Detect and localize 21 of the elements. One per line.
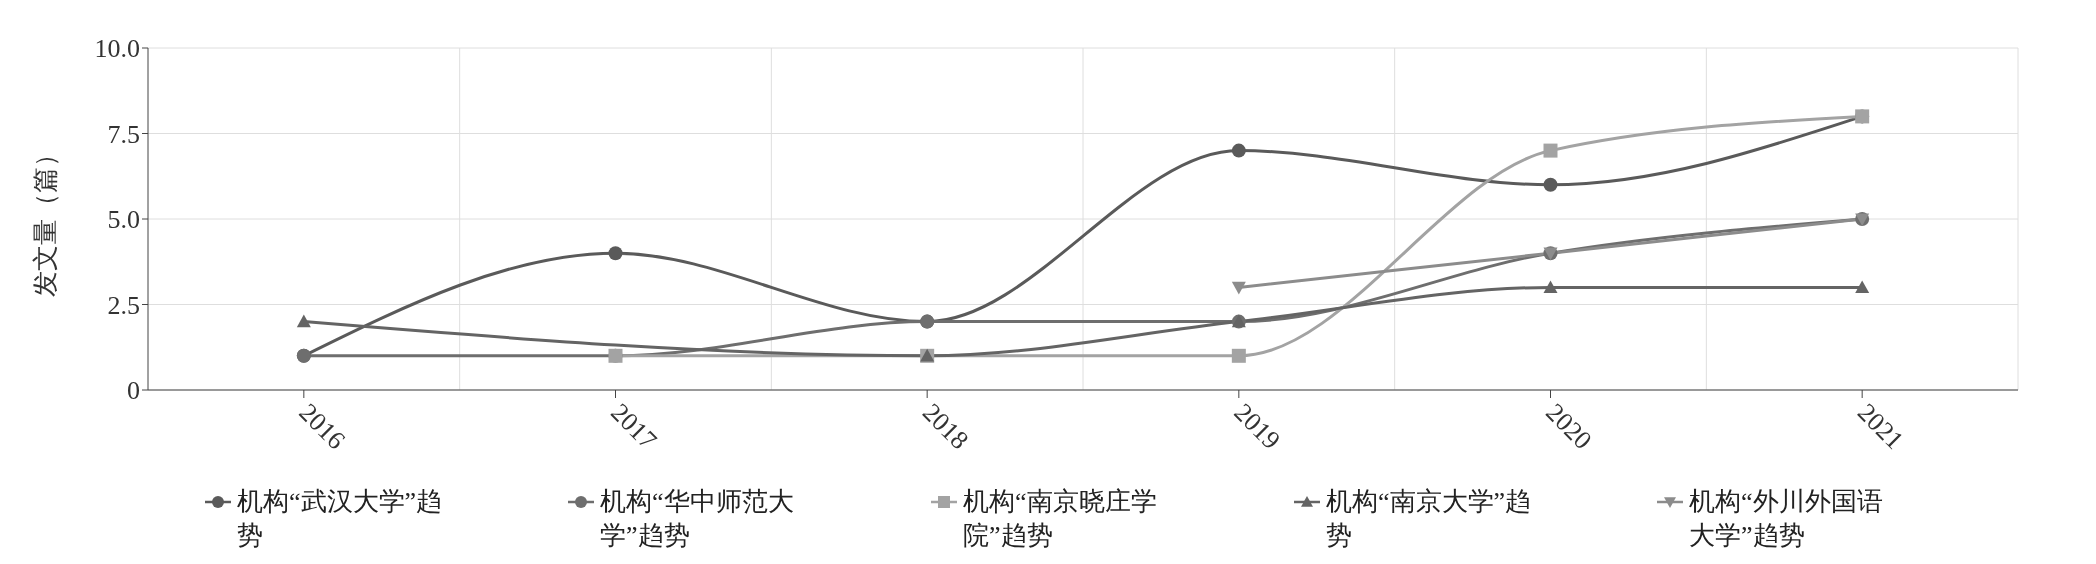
x-tick-label: 2017 [605, 397, 663, 456]
legend-label: 机构“南京大学”趋势 [1326, 486, 1533, 552]
y-tick-label: 7.5 [107, 119, 140, 149]
point [608, 246, 623, 261]
legend-label: 机构“外川外国语大学”趋势 [1689, 486, 1884, 552]
point [1543, 177, 1558, 192]
y-tick-label: 2.5 [107, 290, 140, 320]
point [1231, 348, 1246, 363]
point [1231, 281, 1246, 295]
legend-label: 机构“南京晓庄学院”趋势 [963, 486, 1158, 552]
point [1855, 280, 1870, 293]
y-axis-title: 发文量（篇） [31, 141, 61, 297]
legend-label: 机构“华中师范大学”趋势 [600, 486, 795, 552]
point [1231, 143, 1246, 158]
point [1543, 280, 1558, 293]
point [296, 314, 311, 328]
y-tick-label: 0 [127, 376, 140, 406]
legend-label: 机构“武汉大学”趋势 [237, 486, 444, 552]
y-tick-label: 10.0 [94, 34, 140, 64]
y-tick-label: 5.0 [107, 205, 140, 235]
point [1543, 143, 1558, 158]
